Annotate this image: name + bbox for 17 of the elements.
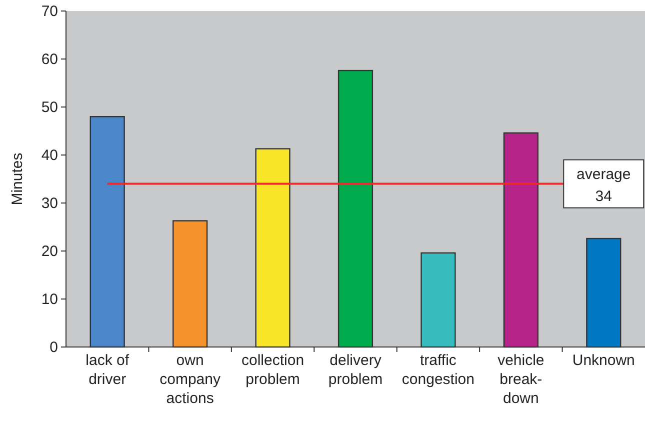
- y-tick-label: 0: [50, 338, 58, 356]
- x-tick-label: traffic congestion: [402, 352, 474, 388]
- y-axis-title: Minutes: [9, 152, 26, 206]
- y-tick-label: 50: [41, 98, 58, 116]
- x-tick-label: Unknown: [572, 352, 635, 369]
- x-tick-label: vehicle break-down: [498, 352, 544, 407]
- y-tick-label: 30: [41, 194, 58, 212]
- x-tick-label: lack of driver: [86, 352, 130, 388]
- x-tick-label: collection problem: [242, 352, 304, 388]
- y-tick-label: 10: [41, 290, 58, 308]
- x-tick-label: delivery problem: [328, 352, 383, 388]
- y-tick-label: 60: [41, 50, 58, 68]
- x-tick-label: own company actions: [160, 352, 221, 407]
- ref-line-label: average 34: [576, 166, 631, 205]
- y-tick-label: 70: [41, 2, 58, 20]
- y-tick-label: 20: [41, 242, 58, 260]
- y-tick-label: 40: [41, 146, 58, 164]
